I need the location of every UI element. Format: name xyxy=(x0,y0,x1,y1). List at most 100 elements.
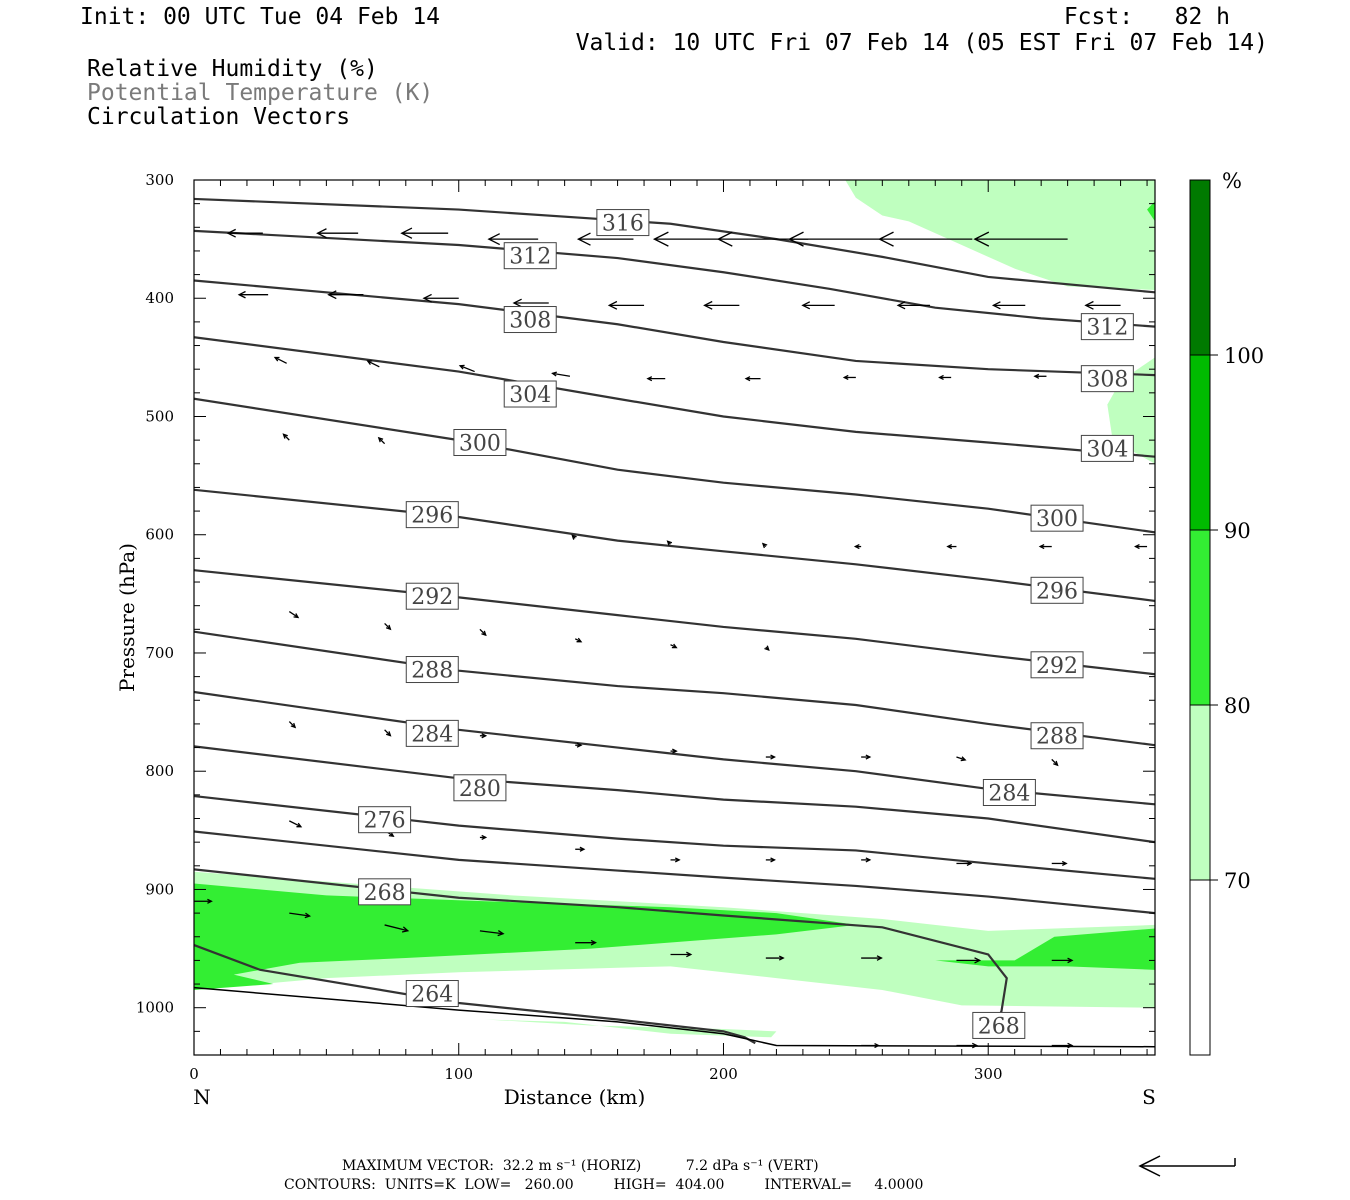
vector-45 xyxy=(384,729,392,737)
axes-layer: 0 100 200 300 300 400 500 600 700 800 900 1000 N S Dis… xyxy=(115,171,1156,1109)
x-tick-label: 200 xyxy=(709,1065,738,1083)
vector-69 xyxy=(861,955,883,961)
vector-40 xyxy=(479,628,487,637)
svg-text:308: 308 xyxy=(509,309,551,334)
vector-2 xyxy=(400,227,449,239)
theta-contour-292 xyxy=(194,569,1155,676)
colorbar-segment-2 xyxy=(1189,529,1211,706)
vector-31 xyxy=(571,534,577,540)
contour-label-304-6: 304 xyxy=(1080,434,1134,462)
svg-text:304: 304 xyxy=(1086,437,1128,462)
north-label: N xyxy=(193,1085,211,1109)
contour-label-288-14: 288 xyxy=(1030,722,1084,750)
vector-4 xyxy=(576,232,634,246)
rh-80-area-2 xyxy=(1147,201,1155,222)
svg-text:308: 308 xyxy=(1086,368,1128,393)
vector-61 xyxy=(1051,860,1068,867)
contour-label-300-7: 300 xyxy=(453,429,507,457)
contour-label-308-3: 308 xyxy=(503,306,557,334)
vector-70 xyxy=(956,957,982,964)
contour-label-268-21: 268 xyxy=(972,1011,1026,1039)
vector-58 xyxy=(765,857,776,863)
svg-text:288: 288 xyxy=(1036,725,1078,750)
contour-label-304-5: 304 xyxy=(503,380,557,408)
vector-71 xyxy=(1051,957,1074,964)
vector-36 xyxy=(1038,543,1052,550)
field-label-theta: Potential Temperature (K) xyxy=(87,80,434,106)
y-tick-label: 600 xyxy=(145,526,174,544)
vector-34 xyxy=(853,543,862,550)
contour-label-264-20: 264 xyxy=(405,980,459,1008)
vector-56 xyxy=(575,846,586,852)
vector-5 xyxy=(652,231,719,247)
vector-64 xyxy=(384,924,410,933)
valid-time: Valid: 10 UTC Fri 07 Feb 14 (05 EST Fri … xyxy=(575,30,1268,56)
vector-25 xyxy=(744,376,761,382)
contour-note: CONTOURS: UNITS=K LOW= 260.00 HIGH= 404.… xyxy=(284,1177,924,1193)
vector-74 xyxy=(1051,1042,1074,1049)
vector-17 xyxy=(896,301,930,310)
vector-16 xyxy=(801,301,835,310)
theta-contour-300 xyxy=(194,397,1155,534)
vector-60 xyxy=(956,860,973,867)
y-axis-title: Pressure (hPa) xyxy=(115,543,139,692)
vector-73 xyxy=(956,1042,979,1049)
vector-41 xyxy=(574,637,583,643)
vector-72 xyxy=(861,1042,880,1049)
x-axis-title: Distance (km) xyxy=(504,1085,646,1109)
init-time: Init: 00 UTC Tue 04 Feb 14 xyxy=(80,4,441,30)
plot-frame xyxy=(193,179,1156,1056)
colorbar-segment-1 xyxy=(1189,354,1211,531)
vector-11 xyxy=(327,290,364,300)
vector-59 xyxy=(861,857,872,863)
theta-contour-288 xyxy=(194,630,1155,747)
contour-label-312-2: 312 xyxy=(1080,313,1134,341)
vector-14 xyxy=(607,300,645,310)
svg-text:276: 276 xyxy=(364,809,406,834)
vector-46 xyxy=(479,733,488,739)
svg-text:288: 288 xyxy=(411,659,453,684)
vector-68 xyxy=(765,955,785,961)
vector-10 xyxy=(237,290,269,299)
theta-contour-268 xyxy=(194,868,1008,1038)
y-tick-label: 700 xyxy=(145,644,174,662)
contour-label-296-9: 296 xyxy=(405,501,459,529)
vector-35 xyxy=(946,543,957,550)
contour-label-284-16: 284 xyxy=(982,779,1036,807)
vector-48 xyxy=(670,748,678,754)
colorbar: 70 80 90 100% xyxy=(1189,169,1264,1056)
contour-label-316-0: 316 xyxy=(596,209,650,237)
vector-19 xyxy=(1084,300,1121,310)
vector-7 xyxy=(788,231,883,247)
vector-18 xyxy=(991,301,1026,310)
field-label-rh: Relative Humidity (%) xyxy=(87,56,378,82)
x-tick-label: 0 xyxy=(189,1065,199,1083)
rh-70-area-1 xyxy=(485,1019,777,1038)
svg-text:300: 300 xyxy=(1036,507,1078,532)
vector-24 xyxy=(646,376,666,382)
vector-21 xyxy=(366,360,380,368)
theta-contour-264 xyxy=(194,944,756,1045)
vector-26 xyxy=(842,374,856,381)
vector-3 xyxy=(487,233,539,246)
vector-63 xyxy=(289,912,312,919)
contour-label-layer: 316 312 312 308 308 304 304 300 300 296 296 292 292 2… xyxy=(358,209,1134,1039)
svg-text:312: 312 xyxy=(1086,316,1128,341)
vector-20 xyxy=(273,356,287,364)
x-tick-label: 300 xyxy=(974,1065,1003,1083)
vector-layer xyxy=(194,227,1148,1049)
vector-0 xyxy=(226,228,263,238)
contour-label-296-10: 296 xyxy=(1030,576,1084,604)
vector-27 xyxy=(938,374,952,381)
vector-47 xyxy=(575,742,583,748)
svg-text:304: 304 xyxy=(509,383,551,408)
colorbar-label-80: 80 xyxy=(1224,694,1251,718)
svg-text:292: 292 xyxy=(411,585,453,610)
vector-57 xyxy=(670,857,681,863)
vector-9 xyxy=(973,231,1068,247)
rh-80-area-1 xyxy=(935,928,1155,970)
y-tick-label: 800 xyxy=(145,762,174,780)
vector-32 xyxy=(666,540,673,546)
svg-text:268: 268 xyxy=(364,881,406,906)
